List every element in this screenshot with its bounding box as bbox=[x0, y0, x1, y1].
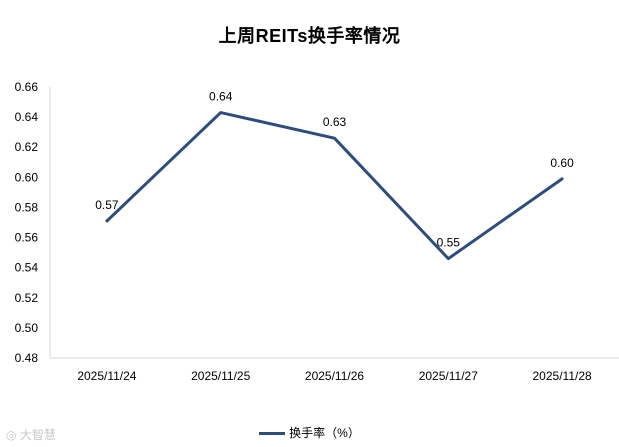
y-tick-label: 0.50 bbox=[15, 321, 39, 335]
data-labels: 0.57 0.64 0.63 0.55 0.60 bbox=[95, 90, 574, 250]
legend-label: 换手率（%） bbox=[289, 426, 360, 440]
y-tick-label: 0.52 bbox=[15, 291, 39, 305]
y-axis-ticks: 0.48 0.50 0.52 0.54 0.56 0.58 0.60 0.62 0.64 0.66 bbox=[15, 80, 39, 365]
x-tick-label: 2025/11/27 bbox=[419, 369, 478, 383]
x-tick-label: 2025/11/26 bbox=[305, 369, 364, 383]
x-axis-ticks: 2025/11/24 2025/11/25 2025/11/26 2025/11/27… bbox=[77, 369, 592, 383]
data-label: 0.57 bbox=[95, 198, 119, 212]
y-tick-label: 0.56 bbox=[15, 231, 39, 245]
series-line bbox=[105, 111, 564, 261]
watermark-logo-icon: ◎ bbox=[6, 428, 20, 442]
x-tick-label: 2025/11/28 bbox=[533, 369, 592, 383]
y-tick-label: 0.58 bbox=[15, 200, 39, 214]
data-label: 0.55 bbox=[437, 236, 461, 250]
x-tick-label: 2025/11/24 bbox=[77, 369, 136, 383]
legend-line-swatch bbox=[259, 432, 286, 436]
y-tick-label: 0.64 bbox=[15, 110, 39, 124]
y-tick-label: 0.62 bbox=[15, 140, 39, 154]
data-label: 0.63 bbox=[323, 115, 347, 129]
chart-title: 上周REITs换手率情况 bbox=[218, 26, 401, 46]
y-tick-label: 0.54 bbox=[15, 261, 39, 275]
watermark: ◎ 大智慧 bbox=[6, 426, 56, 443]
data-label: 0.64 bbox=[209, 90, 233, 104]
legend: 换手率（%） bbox=[0, 424, 619, 441]
watermark-text: 大智慧 bbox=[19, 428, 56, 442]
y-tick-label: 0.60 bbox=[15, 170, 39, 184]
y-tick-label: 0.66 bbox=[15, 80, 39, 94]
data-label: 0.60 bbox=[550, 156, 574, 170]
y-tick-label: 0.48 bbox=[15, 351, 39, 365]
x-tick-label: 2025/11/25 bbox=[191, 369, 250, 383]
